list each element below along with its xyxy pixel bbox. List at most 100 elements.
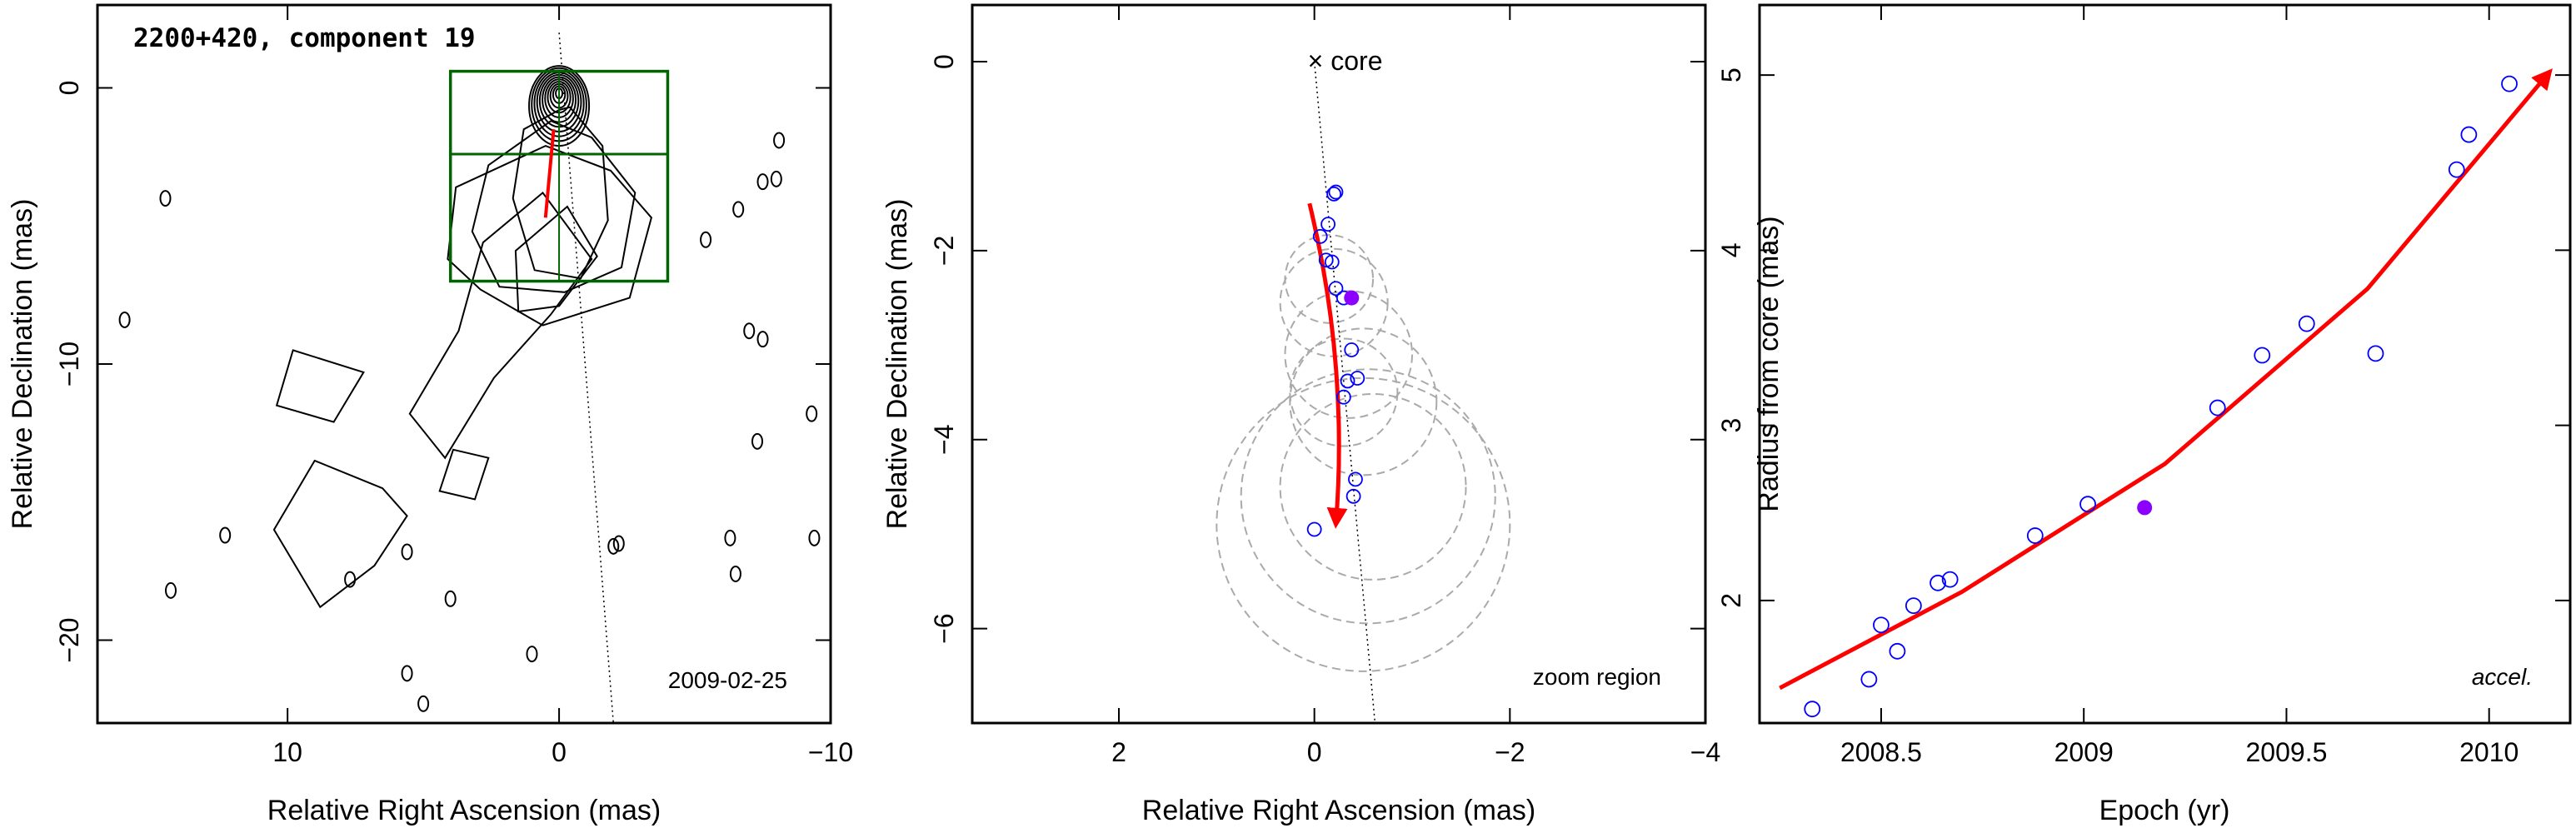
x-tick-label: 2010 xyxy=(2459,737,2519,767)
chart-title: 2200+420, component 19 xyxy=(133,23,476,53)
model-point xyxy=(1324,254,1340,270)
y-tick-label: −2 xyxy=(929,236,959,266)
contour-noise xyxy=(417,695,430,712)
contour-noise xyxy=(526,646,538,663)
data-point xyxy=(2298,315,2315,332)
x-axis-label: Relative Right Ascension (mas) xyxy=(1142,795,1535,826)
model-point xyxy=(1340,373,1355,389)
highlight-point xyxy=(2137,500,2153,516)
x-tick-label: 2009 xyxy=(2054,737,2114,767)
contour-jet xyxy=(471,120,637,293)
core-label: × core xyxy=(1308,46,1383,76)
plot-frame xyxy=(971,3,1707,725)
data-point xyxy=(2460,126,2478,143)
zoom-annotation: zoom region xyxy=(1533,664,1661,690)
error-circle xyxy=(1289,327,1438,476)
contour-noise xyxy=(743,322,756,340)
y-tick-label: −20 xyxy=(54,617,84,662)
contour-noise xyxy=(401,543,413,561)
contour-noise xyxy=(444,590,457,607)
contour-jet xyxy=(408,191,593,460)
data-point xyxy=(2026,527,2044,544)
jet-ridge-line xyxy=(558,32,615,723)
contour-noise xyxy=(756,331,769,348)
contour-noise xyxy=(770,170,782,187)
plot-frame xyxy=(96,3,832,725)
y-tick-label: −10 xyxy=(54,342,84,387)
data-point xyxy=(1941,571,1959,588)
x-tick-label: 0 xyxy=(1307,737,1322,767)
data-point xyxy=(1873,616,1890,634)
epoch-annotation: 2009-02-25 xyxy=(668,667,787,693)
y-tick-label: 2 xyxy=(1716,593,1746,608)
zoom-plot-area: × core xyxy=(1216,46,1511,723)
y-tick-label: 4 xyxy=(1716,242,1746,257)
contour-jet xyxy=(272,459,408,609)
model-point xyxy=(1344,342,1360,357)
error-circle xyxy=(1240,368,1496,625)
data-point xyxy=(1860,671,1878,688)
model-point xyxy=(1306,521,1322,537)
model-point xyxy=(1345,488,1361,504)
x-tick-label: 2008.5 xyxy=(1840,737,1922,767)
contour-noise xyxy=(724,529,736,546)
plot-frame xyxy=(1758,3,2572,725)
contour-noise xyxy=(732,201,745,218)
y-axis-label: Relative Declination (mas) xyxy=(7,199,38,530)
axis-ticks: 10 0 −10 0 −10 −20 xyxy=(54,5,853,767)
y-tick-label: 0 xyxy=(929,54,959,69)
contour-noise xyxy=(700,231,712,248)
x-tick-label: 2009.5 xyxy=(2246,737,2328,767)
y-tick-label: 0 xyxy=(54,81,84,96)
contour-noise xyxy=(159,190,172,207)
contour-plot-area xyxy=(118,32,821,723)
contour-noise xyxy=(773,132,786,149)
data-point xyxy=(2079,496,2096,513)
contour-noise xyxy=(756,173,769,191)
data-point xyxy=(2254,347,2271,364)
contour-jet xyxy=(512,106,609,280)
fit-arrow xyxy=(1307,202,1348,529)
data-point xyxy=(1930,574,1946,591)
radius-plot-area xyxy=(1779,68,2553,718)
y-tick-label: −6 xyxy=(929,613,959,643)
accel-annotation: accel. xyxy=(2472,664,2533,690)
data-point xyxy=(1804,701,1821,718)
x-tick-label: 2 xyxy=(1111,737,1126,767)
model-point xyxy=(1318,252,1334,268)
model-point xyxy=(1348,471,1363,487)
contour-noise xyxy=(165,581,177,599)
model-point xyxy=(1328,184,1344,200)
contour-noise xyxy=(401,665,413,682)
data-point xyxy=(1905,597,1922,615)
contour-lines xyxy=(118,65,821,712)
contour-jet xyxy=(514,205,598,313)
fit-arrow xyxy=(543,129,556,218)
contour-noise xyxy=(118,311,131,328)
y-tick-label: 3 xyxy=(1716,418,1746,433)
error-circle xyxy=(1216,377,1511,672)
jet-ridge-line xyxy=(1313,61,1376,723)
x-tick-label: 0 xyxy=(552,737,567,767)
y-tick-label: 5 xyxy=(1716,67,1746,82)
x-tick-label: −2 xyxy=(1495,737,1525,767)
contour-noise xyxy=(729,565,741,582)
model-point xyxy=(1328,281,1344,297)
y-axis-label: Radius from core (mas) xyxy=(1753,216,1785,511)
fit-curve xyxy=(1779,68,2553,691)
x-axis-label: Epoch (yr) xyxy=(2099,795,2230,826)
axis-ticks: 2 0 −2 −4 0 −2 −4 −6 xyxy=(929,5,1720,767)
contour-noise xyxy=(808,529,821,546)
model-point xyxy=(1320,217,1335,232)
highlight-point xyxy=(1344,290,1360,306)
contour-noise xyxy=(219,526,232,544)
data-point xyxy=(1889,642,1906,660)
error-circle xyxy=(1289,337,1399,447)
contour-noise xyxy=(344,571,357,588)
x-tick-label: 10 xyxy=(272,737,302,767)
panel-zoom-region: × core 2 0 −2 −4 0 −2 −4 −6 zoom region Relativ… xyxy=(881,3,1720,826)
contour-jet xyxy=(438,448,490,501)
contour-noise xyxy=(806,405,818,422)
x-tick-label: −10 xyxy=(808,737,853,767)
